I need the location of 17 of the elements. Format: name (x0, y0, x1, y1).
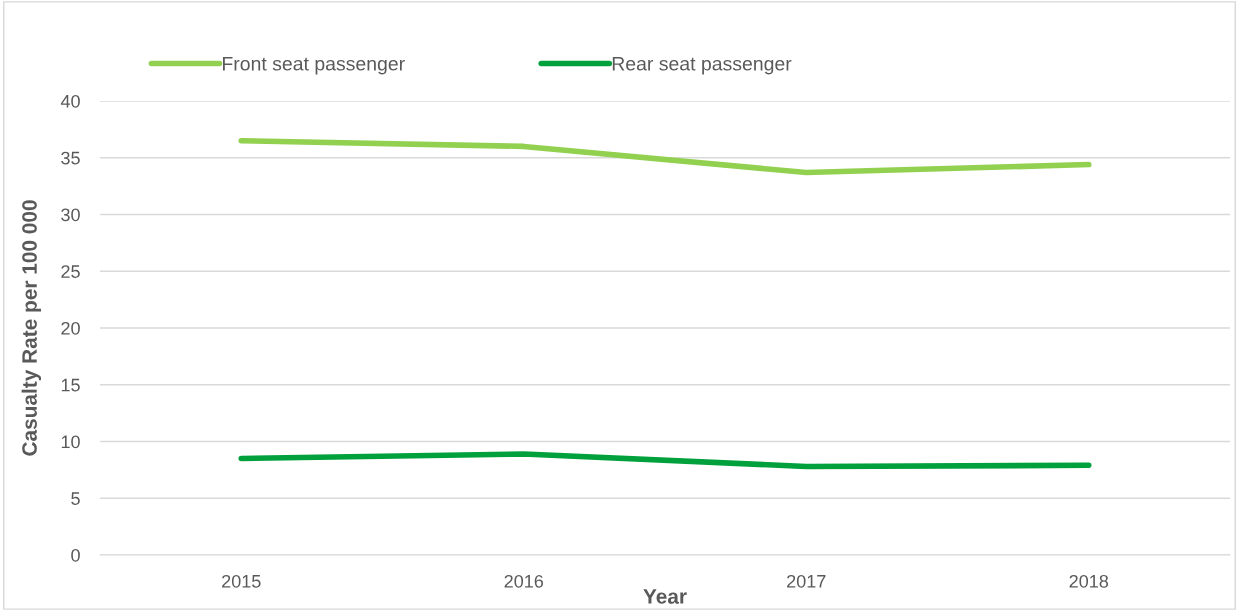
x-tick-label: 2018 (1069, 574, 1109, 588)
y-tick-label: 0 (71, 548, 80, 562)
y-tick-label: 40 (60, 94, 80, 108)
legend-label: Front seat passenger (223, 57, 405, 75)
y-tick-label: 10 (61, 435, 80, 449)
x-tick-label: 2015 (222, 574, 261, 588)
y-tick-label: 5 (71, 492, 80, 505)
y-tick-label: 20 (61, 321, 80, 335)
legend-label: Rear seat passenger (612, 57, 792, 75)
y-tick-label: 15 (61, 378, 80, 392)
x-axis-title: Year (643, 589, 687, 604)
y-tick-label: 25 (61, 265, 80, 278)
x-tick-label: 2016 (504, 574, 544, 588)
y-tick-label: 35 (61, 151, 80, 165)
y-tick-label: 30 (61, 208, 80, 222)
x-tick-label: 2017 (787, 574, 826, 588)
y-axis-title: Casualty Rate per 100 000 (21, 200, 42, 456)
